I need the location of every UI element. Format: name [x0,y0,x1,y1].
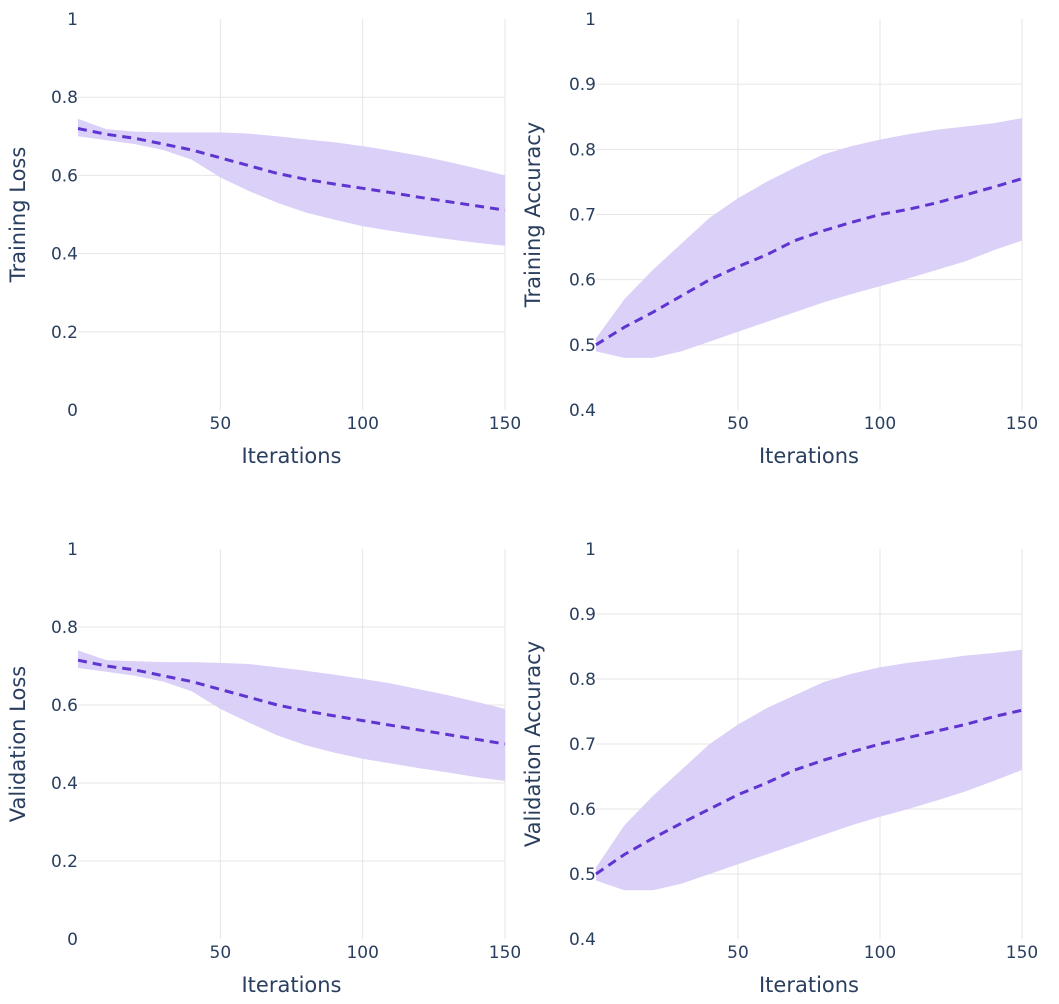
validation-loss-y-axis-title: Validation Loss [6,666,30,822]
training-loss-x-tick-label: 50 [210,414,232,434]
validation-accuracy-y-tick-label: 0.4 [569,930,596,950]
training-loss-mean-line [77,127,506,212]
training-loss-y-axis-title: Training Loss [6,147,30,284]
validation-loss-mean-line [77,658,506,746]
validation-loss-x-tick-label: 100 [346,943,378,963]
training-accuracy-confidence-band [596,118,1022,358]
validation-accuracy-y-axis-title: Validation Accuracy [521,641,545,847]
training-loss-y-tick-label: 0.6 [51,166,78,186]
validation-accuracy-y-tick-label: 0.6 [569,800,596,820]
training-accuracy-y-tick-label: 0.7 [569,206,596,226]
validation-accuracy-x-axis-title: Iterations [759,973,859,997]
validation-loss-panel: 50 100 150 0 0.2 0.4 0.6 0.8 1 Iterations Validati… [6,540,521,997]
validation-accuracy-y-tick-label: 0.9 [569,605,596,625]
training-loss-y-tick-label: 0.8 [51,88,78,108]
validation-loss-y-tick-label: 0 [67,930,78,950]
training-accuracy-y-axis-title: Training Accuracy [521,122,545,308]
training-loss-confidence-band [78,118,505,246]
validation-accuracy-y-tick-label: 0.5 [569,865,596,885]
validation-accuracy-mean-line [595,708,1023,876]
training-loss-y-tick-label: 0.4 [51,245,78,265]
validation-loss-x-tick-label: 150 [489,943,521,963]
validation-accuracy-confidence-band [596,649,1022,891]
training-loss-y-tick-label: 1 [67,10,78,30]
training-accuracy-y-tick-label: 0.6 [569,271,596,291]
validation-loss-x-axis-title: Iterations [241,973,341,997]
training-accuracy-y-tick-label: 1 [585,10,596,30]
validation-accuracy-y-tick-label: 0.8 [569,670,596,690]
validation-loss-y-tick-label: 0.8 [51,618,78,638]
training-loss-x-tick-label: 150 [489,414,521,434]
training-accuracy-mean-line [595,177,1023,347]
validation-accuracy-panel: 50 100 150 0.4 0.5 0.6 0.7 0.8 0.9 1 Iterations Val… [521,540,1038,997]
training-loss-x-axis-title: Iterations [241,444,341,468]
validation-loss-confidence-band [78,650,505,781]
validation-accuracy-x-tick-label: 50 [727,943,749,963]
validation-loss-y-tick-label: 0.2 [51,852,78,872]
validation-accuracy-x-tick-label: 150 [1006,943,1038,963]
validation-accuracy-x-tick-label: 100 [864,943,896,963]
validation-loss-x-tick-label: 50 [210,943,232,963]
validation-loss-y-tick-label: 0.4 [51,774,78,794]
validation-accuracy-y-tick-label: 1 [585,540,596,560]
training-accuracy-x-tick-label: 100 [864,414,896,434]
training-accuracy-y-tick-label: 0.9 [569,75,596,95]
training-accuracy-y-tick-label: 0.4 [569,401,596,421]
training-accuracy-x-axis-title: Iterations [759,444,859,468]
training-loss-y-tick-label: 0.2 [51,323,78,343]
validation-loss-y-tick-label: 1 [67,540,78,560]
training-accuracy-y-tick-label: 0.5 [569,336,596,356]
validation-loss-y-tick-label: 0.6 [51,696,78,716]
training-accuracy-panel: 50 100 150 0.4 0.5 0.6 0.7 0.8 0.9 1 Iterations Tra… [521,10,1038,468]
validation-accuracy-y-tick-label: 0.7 [569,735,596,755]
training-accuracy-y-tick-label: 0.8 [569,140,596,160]
training-accuracy-x-tick-label: 150 [1006,414,1038,434]
training-accuracy-x-tick-label: 50 [727,414,749,434]
training-loss-panel: 50 100 150 0 0.2 0.4 0.6 0.8 1 Iterations Training… [6,10,521,468]
training-loss-y-tick-label: 0 [67,401,78,421]
training-loss-x-tick-label: 100 [346,414,378,434]
